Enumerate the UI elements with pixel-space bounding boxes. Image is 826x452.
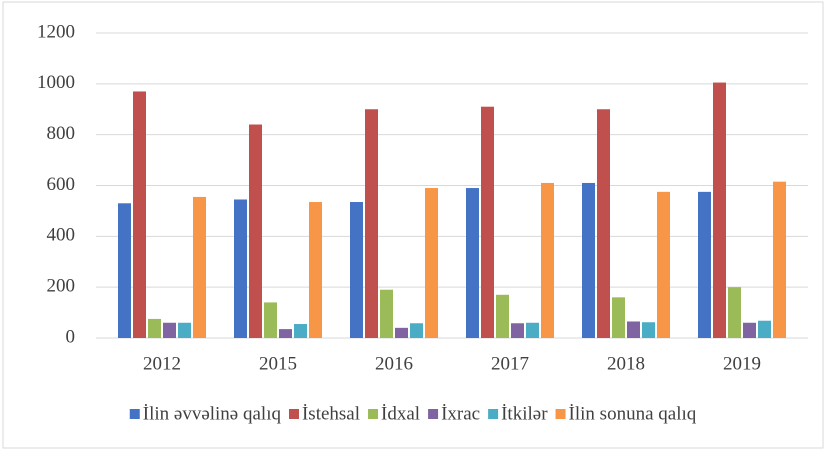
bar [193, 196, 206, 338]
legend-label: İxrac [441, 403, 480, 424]
bar [410, 323, 423, 338]
bar [773, 181, 786, 338]
legend-swatch [129, 409, 140, 419]
legend-swatch [488, 409, 499, 419]
bar [657, 191, 670, 338]
legend-swatch [288, 409, 299, 419]
y-tick-label: 400 [47, 225, 76, 246]
y-tick-label: 200 [47, 276, 76, 297]
x-tick-label: 2017 [491, 353, 529, 374]
bar [178, 322, 191, 338]
x-tick-label: 2019 [723, 353, 761, 374]
legend-label: İstehsal [302, 403, 360, 424]
bar [698, 191, 711, 338]
bar [309, 202, 322, 338]
legend-label: İlin əvvəlinə qalıq [143, 403, 282, 424]
bar [541, 182, 554, 338]
bar [118, 203, 131, 338]
bar [481, 106, 494, 338]
bar [425, 188, 438, 338]
legend-label: İdxal [381, 403, 420, 424]
bar [234, 199, 247, 338]
legend-swatch [428, 409, 439, 419]
bar [294, 324, 307, 338]
bar [496, 294, 509, 338]
bar [133, 91, 146, 338]
y-tick-label: 1200 [37, 21, 75, 42]
bar [279, 329, 292, 338]
bar [582, 182, 595, 338]
bar [743, 322, 756, 338]
bar [395, 327, 408, 338]
bar [365, 109, 378, 338]
bar [466, 188, 479, 338]
legend-label: İlin sonuna qalıq [569, 403, 697, 424]
legend-swatch [555, 409, 566, 419]
bar [758, 320, 771, 338]
bar [163, 322, 176, 338]
legend-label: İtkilər [501, 403, 548, 424]
x-tick-label: 2015 [259, 353, 297, 374]
bar [148, 318, 161, 338]
bar [642, 322, 655, 338]
y-tick-label: 1000 [37, 72, 75, 93]
bar [597, 109, 610, 338]
bar [627, 321, 640, 338]
bar [511, 323, 524, 338]
legend: İlin əvvəlinə qalıq İstehsal İdxal İxrac İtk… [129, 403, 697, 424]
bar [264, 302, 277, 338]
x-tick-label: 2018 [607, 353, 645, 374]
x-tick-label: 2016 [375, 353, 413, 374]
bar [612, 297, 625, 338]
y-tick-label: 800 [47, 123, 76, 144]
legend-swatch [368, 409, 379, 419]
y-tick-label: 0 [66, 326, 76, 347]
bar [249, 124, 262, 338]
x-tick-label: 2012 [143, 353, 181, 374]
bar [728, 287, 741, 338]
bar [350, 202, 363, 338]
bar [713, 82, 726, 338]
y-tick-label: 600 [47, 174, 76, 195]
bar [380, 289, 393, 338]
bar [526, 322, 539, 338]
